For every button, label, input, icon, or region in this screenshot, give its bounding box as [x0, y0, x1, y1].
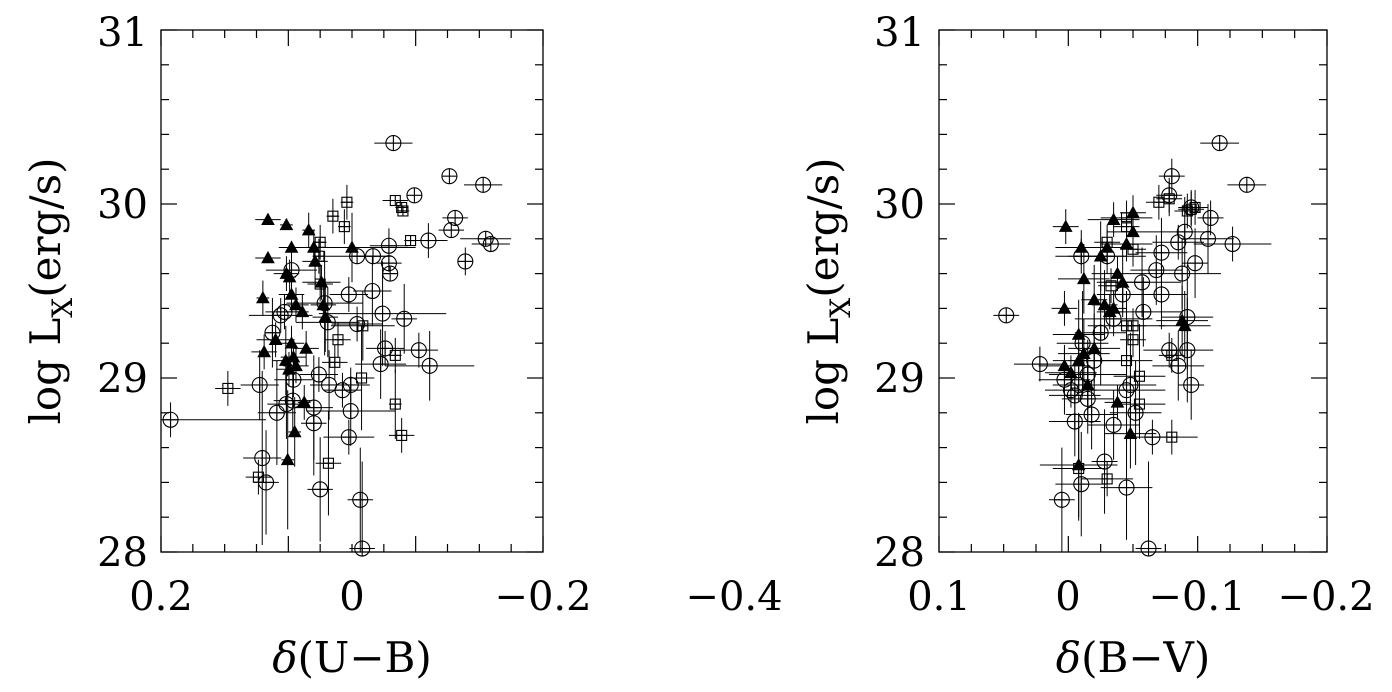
panel-right: 0.1 0 −0.1 −0.2 28 29 30 31 δ(B−V) log L…: [799, 10, 1375, 682]
y-tick-label: 30: [874, 182, 925, 228]
data-point-triangle: [1057, 301, 1072, 314]
data-point-triangle: [289, 358, 303, 372]
x-axis-label-right: δ(B−V): [1056, 633, 1210, 682]
points-left: [162, 135, 499, 557]
data-point-triangle: [1119, 236, 1134, 250]
data-point-triangle: [261, 212, 275, 225]
panel-left: 0.2 0 −0.2 −0.4 28 29 30 31 δ(U−B) log L…: [21, 10, 783, 682]
x-axis-label-left: δ(U−B): [272, 633, 432, 682]
data-point-triangle: [257, 344, 271, 358]
error-bars-right: [993, 142, 1272, 552]
data-point-triangle: [345, 240, 359, 253]
data-point-triangle: [1071, 353, 1086, 366]
data-point-triangle: [284, 336, 299, 349]
x-tick-label: −0.2: [494, 574, 591, 620]
y-axis-label-sub: X: [46, 298, 79, 318]
x-tick-label: −0.4: [685, 574, 782, 620]
data-point-triangle: [280, 452, 295, 466]
x-axis-label-tail: (B−V): [1081, 633, 1210, 682]
data-point-triangle: [289, 297, 303, 311]
x-tick-label: −0.1: [1148, 574, 1245, 620]
data-point-triangle: [279, 217, 294, 231]
data-point-triangle: [301, 223, 316, 236]
x-axis-label-main: δ: [1056, 633, 1081, 682]
data-point-triangle: [297, 395, 312, 408]
data-point-triangle: [1106, 212, 1121, 225]
data-point-triangle: [1126, 205, 1140, 218]
data-point-triangle: [1058, 219, 1073, 232]
x-tick-labels-left: 0.2 0 −0.2 −0.4: [129, 574, 782, 620]
data-point-triangle: [1074, 240, 1089, 253]
data-point-triangle: [1064, 365, 1078, 379]
data-point-triangle: [1115, 275, 1130, 288]
y-axis-label-right: log LX(erg/s): [799, 157, 857, 424]
y-axis-label-left: log LX(erg/s): [21, 157, 79, 424]
data-point-triangle: [284, 287, 299, 300]
data-point-triangle: [1123, 426, 1138, 439]
y-tick-label: 28: [874, 530, 925, 576]
x-tick-labels-right: 0.1 0 −0.1 −0.2: [907, 574, 1374, 620]
data-point-triangle: [295, 304, 310, 318]
plot-frame-right: [938, 29, 1328, 553]
y-tick-labels-left: 28 29 30 31: [97, 10, 148, 576]
x-axis-label-main: δ: [272, 633, 297, 682]
y-tick-label: 28: [97, 530, 148, 576]
y-axis-label-tail: (erg/s): [799, 157, 848, 297]
x-tick-label: −0.2: [1277, 574, 1374, 620]
ticks-right: [938, 29, 1328, 553]
data-point-triangle: [1080, 377, 1095, 391]
data-point-triangle: [318, 310, 333, 323]
data-point-triangle: [268, 332, 283, 346]
data-point-triangle: [1077, 271, 1091, 285]
y-tick-label: 31: [874, 10, 925, 56]
data-point-triangle: [1097, 297, 1112, 311]
data-point-triangle: [284, 240, 299, 253]
plot-frame-left: [160, 29, 544, 553]
data-point-triangle: [1077, 346, 1091, 359]
data-point-triangle: [1110, 395, 1125, 408]
data-point-triangle: [1087, 341, 1102, 354]
y-axis-label-main: log L: [799, 318, 848, 425]
y-tick-label: 31: [97, 10, 148, 56]
points-right: [998, 135, 1255, 557]
x-tick-label: 0.2: [129, 574, 193, 620]
data-point-triangle: [256, 290, 270, 304]
data-point-triangle: [1175, 313, 1189, 326]
x-axis-label-tail: (U−B): [298, 633, 432, 682]
x-tick-label: 0: [1055, 574, 1080, 620]
data-point-triangle: [1102, 304, 1117, 318]
y-axis-label-tail: (erg/s): [21, 157, 70, 297]
data-point-triangle: [299, 341, 314, 354]
data-point-triangle: [286, 350, 301, 363]
data-point-triangle: [316, 297, 331, 311]
data-point-triangle: [287, 424, 302, 438]
ticks-left: [160, 29, 544, 553]
y-axis-label-sub: X: [824, 298, 857, 318]
error-bars-left: [161, 142, 512, 552]
data-point-triangle: [282, 270, 297, 283]
data-point-triangle: [261, 250, 275, 264]
y-tick-label: 29: [97, 356, 148, 402]
data-point-triangle: [1057, 358, 1072, 372]
y-tick-label: 29: [874, 356, 925, 402]
x-tick-label: 0: [339, 574, 364, 620]
data-point-triangle: [1093, 249, 1108, 262]
x-tick-label: 0.1: [907, 574, 971, 620]
y-axis-label-main: log L: [21, 318, 70, 425]
data-point-triangle: [1110, 266, 1125, 279]
y-tick-label: 30: [97, 182, 148, 228]
y-tick-labels-right: 28 29 30 31: [874, 10, 925, 576]
data-point-triangle: [1071, 327, 1086, 340]
data-point-triangle: [1087, 292, 1102, 305]
